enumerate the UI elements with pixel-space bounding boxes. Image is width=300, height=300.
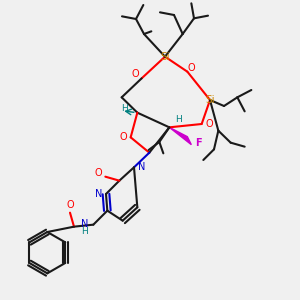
- Text: N: N: [81, 219, 88, 229]
- Text: N: N: [138, 162, 145, 172]
- Text: H: H: [121, 104, 128, 113]
- Text: O: O: [119, 132, 127, 142]
- Text: H: H: [175, 116, 182, 124]
- Text: F: F: [195, 138, 202, 148]
- Text: Si: Si: [205, 95, 215, 105]
- Polygon shape: [169, 127, 191, 145]
- Text: H: H: [81, 227, 88, 236]
- Text: N: N: [95, 189, 102, 199]
- Text: Si: Si: [160, 52, 170, 62]
- Text: O: O: [131, 69, 139, 79]
- Text: O: O: [188, 63, 195, 73]
- Text: O: O: [94, 168, 102, 178]
- Text: O: O: [66, 200, 74, 210]
- Text: O: O: [205, 119, 213, 129]
